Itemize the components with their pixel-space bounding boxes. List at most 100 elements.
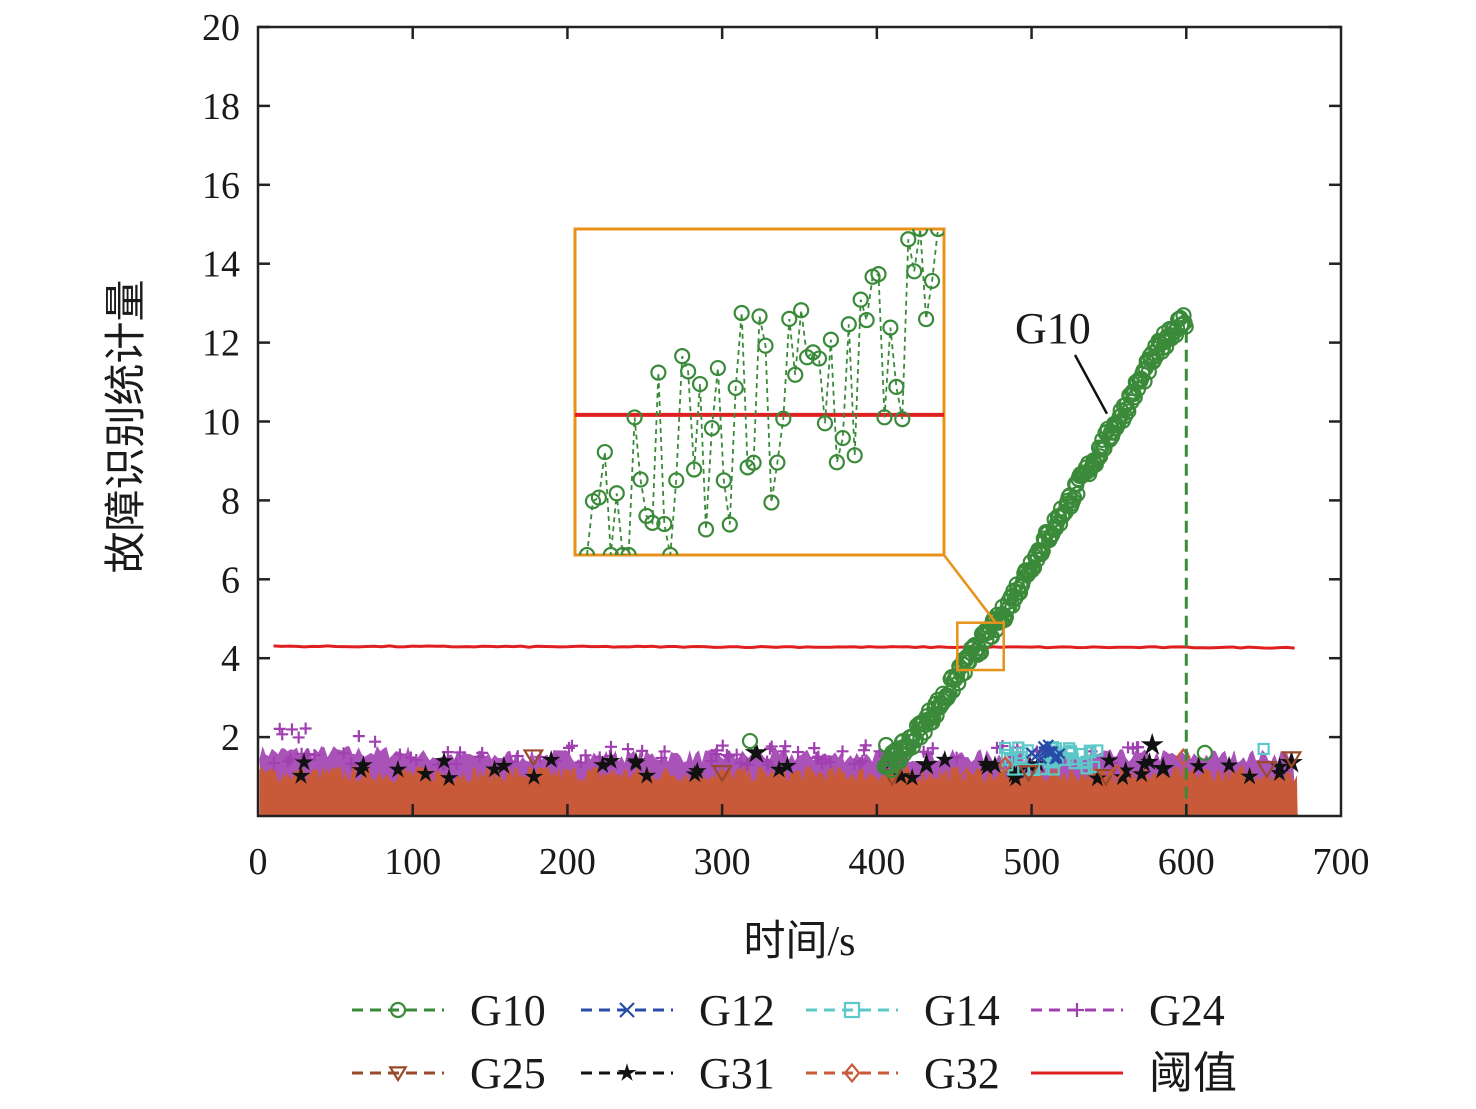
g31-marker [626,751,646,770]
axes [256,25,1343,818]
inset-g10-marker [888,378,905,395]
threshold-series [273,644,1295,650]
y-tick-label: 16 [202,165,240,207]
g24-marker [854,757,867,770]
g31-marker [434,751,454,769]
inset-g10-marker [912,229,929,238]
g24-marker [282,755,295,768]
g31-marker [1006,768,1025,787]
inset-g10-marker [763,494,780,511]
g14-marker [1257,742,1270,756]
legend-label: G12 [699,986,775,1035]
g25-marker [1255,761,1278,779]
y-tick-label: 10 [202,402,240,444]
g31-marker [1099,750,1119,769]
g24-marker [812,750,825,763]
g31-marker [1219,755,1239,774]
legend-item: G24 [1031,986,1225,1035]
g24-marker [734,756,747,769]
g31-marker [388,759,408,778]
inset-g10-marker [709,359,726,377]
g24-marker [292,731,305,744]
inset-g10-marker [929,229,944,238]
x-tick-label: 400 [848,841,905,883]
y-tick-label: 12 [202,323,240,365]
g31-marker [1135,754,1154,772]
g31-marker [291,766,311,784]
inset-g10-marker [680,363,697,380]
g10-marker [1175,307,1192,324]
g24-marker [621,743,634,756]
legend-label: G25 [470,1049,546,1098]
inset-g10-marker [745,454,762,471]
y-tick-label: 14 [202,244,240,286]
g14-marker [1061,753,1074,766]
inset-g10-marker [727,379,744,397]
inset-g10-series [578,229,944,555]
g24-marker [636,744,649,757]
g10-marker [1126,389,1143,406]
x-axis-title: 时间/s [743,919,855,965]
g25-marker [1017,765,1040,783]
g24-marker [511,750,524,763]
g25-marker [711,765,733,783]
g14-marker [998,741,1012,755]
legend-item: G31 [581,1049,775,1098]
y-tick-label: 6 [221,559,240,601]
g24-marker [917,745,930,758]
g31-marker [1132,764,1151,783]
x-tick-label: 500 [1003,841,1060,883]
annotation-layer: G10 [1015,304,1109,415]
x-tick-label: 0 [249,841,268,883]
g10-marker [878,736,895,754]
legend-item: 阈值 [1031,1049,1237,1098]
inset-g10-marker [852,291,869,308]
legend-marker-triangle-down [388,1066,408,1083]
g32-marker [959,767,975,786]
inset-g10-marker [834,429,851,447]
g24-marker [658,745,671,758]
inset-g10-marker [923,272,941,290]
g24-marker [730,748,743,761]
legend-marker-plus [1070,1003,1084,1017]
legend-label: 阈值 [1149,1049,1237,1098]
legend-label: G10 [470,986,546,1035]
g24-marker [740,758,753,771]
inset-g10-marker [894,410,911,428]
inset-zoom [573,227,1005,672]
y-axis-title: 故障识别统计量 [104,279,150,573]
g24-marker [565,739,578,752]
g24-marker [268,757,281,770]
g14-marker [1080,755,1093,768]
g24-marker [285,723,298,736]
g31-marker [891,766,911,785]
g24-marker [352,730,365,743]
g31-marker [541,750,561,768]
g12-marker [1025,747,1038,759]
g14-marker [1091,744,1104,757]
inset-g10-marker [608,485,625,502]
inset-connector [943,554,997,624]
g24-marker [273,722,286,735]
g24-marker [655,751,668,764]
g14-marker [1080,762,1093,775]
legend-label: G32 [924,1049,1000,1098]
inset-source-box [956,621,1005,672]
g31-marker [439,768,459,786]
threshold-line [273,644,1295,650]
g31-marker [1140,732,1164,755]
g24-marker [859,739,872,752]
inset-g10-marker [626,409,643,426]
g31-marker [1088,768,1107,787]
g24-marker [345,757,358,770]
inset-g10-marker [870,265,887,283]
g24-marker [441,746,454,759]
g31-marker [494,756,514,774]
y-tick-label: 2 [221,717,240,759]
g24-marker [404,751,417,764]
g24-marker [473,750,486,763]
g24-marker [393,748,406,761]
inset-g10-marker [662,546,679,555]
inset-g10-marker [858,311,875,329]
